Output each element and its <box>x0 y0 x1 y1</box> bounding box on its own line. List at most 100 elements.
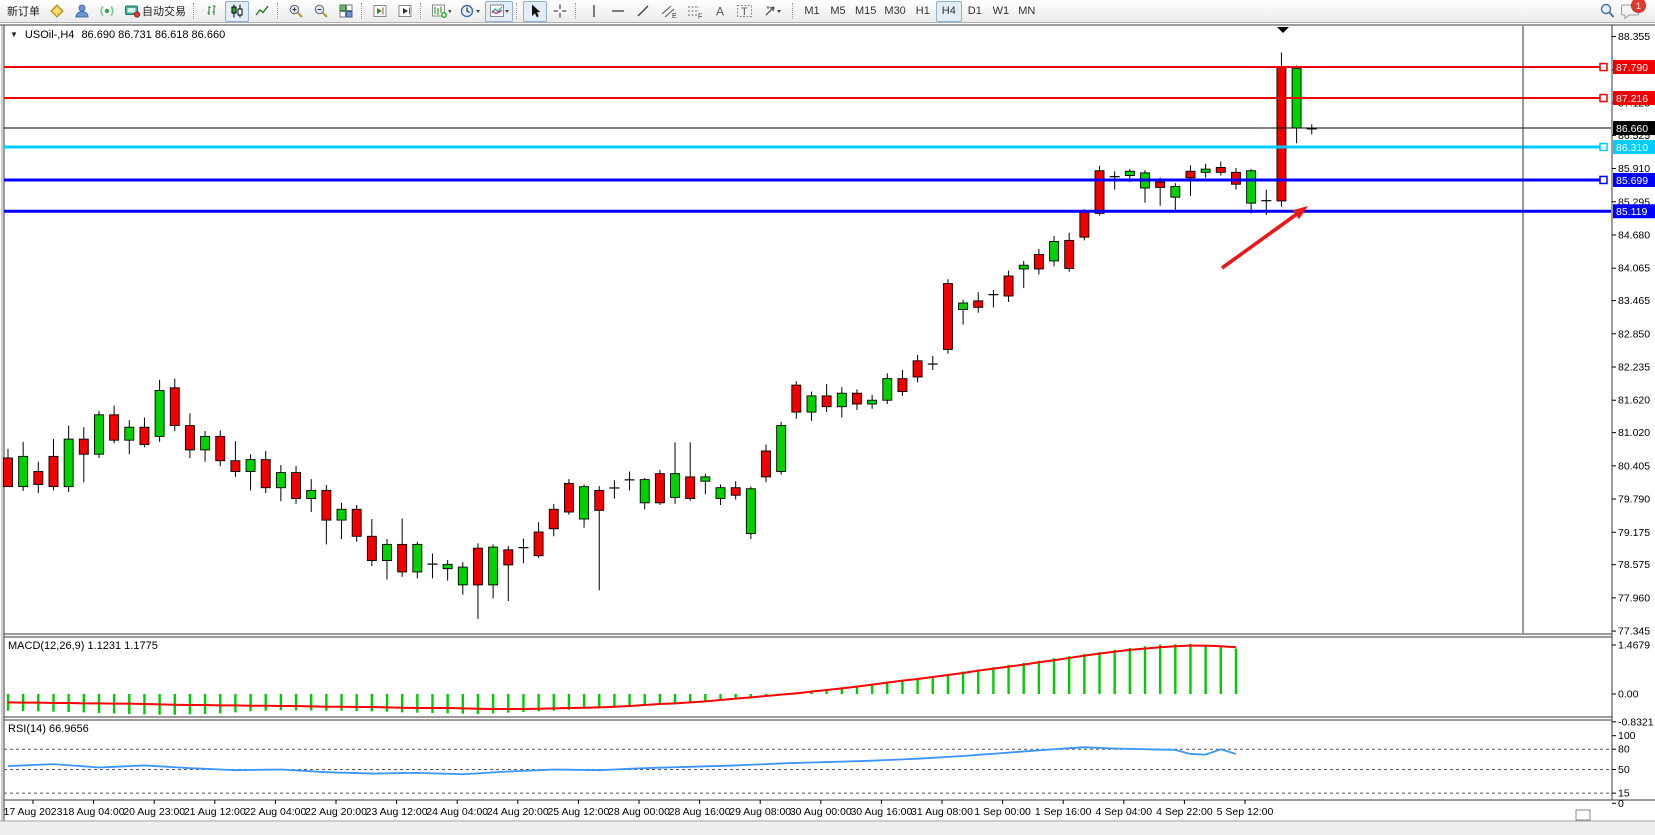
svg-text:24 Aug 04:00: 24 Aug 04:00 <box>426 806 488 818</box>
cursor-tool-button[interactable] <box>523 0 547 22</box>
svg-text:85.119: 85.119 <box>1616 206 1647 218</box>
channel-tool-button[interactable]: E <box>656 1 681 22</box>
svg-text:77.960: 77.960 <box>1618 592 1650 604</box>
toolbar-grip <box>792 3 796 19</box>
svg-text:84.680: 84.680 <box>1618 229 1650 241</box>
macd-label: MACD(12,26,9) 1.1231 1.1775 <box>8 640 158 652</box>
gold-diamond-icon <box>50 4 64 18</box>
svg-text:87.790: 87.790 <box>1616 62 1648 74</box>
svg-text:30 Aug 16:00: 30 Aug 16:00 <box>850 806 912 818</box>
search-icon <box>1600 3 1615 18</box>
svg-text:0: 0 <box>1618 798 1624 810</box>
svg-text:T: T <box>741 6 748 18</box>
auto-trading-button[interactable]: 自动交易 <box>120 1 190 22</box>
macd-pane <box>6 643 1238 715</box>
svg-text:82.850: 82.850 <box>1618 328 1650 340</box>
svg-text:21 Aug 12:00: 21 Aug 12:00 <box>184 806 246 818</box>
tf-w1[interactable]: W1 <box>988 1 1014 22</box>
new-chart-button[interactable] <box>427 1 455 22</box>
new-order-button[interactable]: 新订单 <box>3 1 44 22</box>
tf-m30[interactable]: M30 <box>880 1 909 22</box>
fibonacci-icon: F <box>688 6 702 19</box>
tf-m15[interactable]: M15 <box>851 1 880 22</box>
chart-canvas[interactable]: 88.35587.74087.12586.52585.91085.29584.6… <box>0 24 1655 835</box>
chart-shift-button[interactable] <box>393 1 417 22</box>
tile-windows-icon <box>339 4 353 18</box>
svg-text:17 Aug 2023: 17 Aug 2023 <box>4 806 63 818</box>
timeframes-clock-button[interactable] <box>456 1 484 22</box>
price-axis[interactable]: 88.35587.74087.12586.52585.91085.29584.6… <box>1612 31 1654 810</box>
chart-shift-marker[interactable] <box>1277 27 1289 33</box>
bar-chart-button[interactable] <box>200 1 224 22</box>
crosshair-tool-button[interactable] <box>548 1 572 22</box>
tf-h1[interactable]: H1 <box>910 1 936 22</box>
vertical-line-tool-button[interactable] <box>582 1 605 22</box>
svg-text:1 Sep 16:00: 1 Sep 16:00 <box>1035 806 1092 818</box>
svg-text:80.405: 80.405 <box>1618 460 1650 472</box>
new-chart-icon <box>432 4 451 18</box>
signal-icon <box>100 5 114 17</box>
text-tool-button[interactable]: A <box>708 1 731 22</box>
zoom-out-icon <box>314 4 328 18</box>
svg-text:29 Aug 08:00: 29 Aug 08:00 <box>729 806 791 818</box>
svg-text:84.065: 84.065 <box>1618 263 1650 275</box>
svg-text:22 Aug 20:00: 22 Aug 20:00 <box>305 806 367 818</box>
candlestick-icon <box>231 4 243 18</box>
svg-text:4 Sep 22:00: 4 Sep 22:00 <box>1156 806 1213 818</box>
svg-text:86.660: 86.660 <box>1616 123 1648 135</box>
svg-text:85.699: 85.699 <box>1616 175 1648 187</box>
auto-scroll-button[interactable] <box>368 1 392 22</box>
equidistant-channel-icon: E <box>661 5 677 19</box>
fibonacci-tool-button[interactable]: F <box>682 1 707 22</box>
signal-button[interactable] <box>95 1 119 22</box>
text-icon: A <box>716 5 724 19</box>
broker-button[interactable] <box>70 1 94 22</box>
toolbar-grip <box>575 3 579 19</box>
indicators-button[interactable] <box>485 0 513 22</box>
svg-text:1 Sep 00:00: 1 Sep 00:00 <box>974 806 1031 818</box>
hline-objects[interactable]: 87.790 87.216 86.310 85.699 85.119 <box>4 60 1655 219</box>
zoom-in-icon <box>289 4 303 18</box>
cursor-icon <box>532 4 541 18</box>
svg-text:81.620: 81.620 <box>1618 395 1650 407</box>
text-label-tool-button[interactable]: T <box>732 1 758 22</box>
candles-layer <box>3 52 1317 619</box>
horizontal-line-icon <box>612 10 624 12</box>
auto-trading-label: 自动交易 <box>142 6 186 18</box>
notifications-button[interactable]: 1 <box>1621 0 1646 20</box>
toolbar-grip <box>277 3 281 19</box>
zoom-out-button[interactable] <box>309 1 333 22</box>
zoom-in-button[interactable] <box>284 1 308 22</box>
line-chart-button[interactable] <box>250 1 274 22</box>
toolbar-grip <box>361 3 365 19</box>
tf-mn[interactable]: MN <box>1014 1 1040 22</box>
horizontal-line-tool-button[interactable] <box>606 1 630 22</box>
svg-text:A: A <box>716 5 724 19</box>
toolbar-grip <box>420 3 424 19</box>
svg-text:79.790: 79.790 <box>1618 494 1650 506</box>
collapse-arrow-icon[interactable]: ▼ <box>10 30 18 39</box>
tf-d1[interactable]: D1 <box>962 1 988 22</box>
candlestick-chart-button[interactable] <box>225 0 249 22</box>
tf-h4[interactable]: H4 <box>935 0 962 22</box>
svg-text:77.345: 77.345 <box>1618 626 1650 638</box>
tile-windows-button[interactable] <box>334 1 358 22</box>
trendline-icon <box>637 5 649 17</box>
vertical-line-icon <box>592 5 595 17</box>
indicator-chart-icon <box>490 4 509 17</box>
search-button[interactable] <box>1594 1 1620 22</box>
trendline-tool-button[interactable] <box>631 1 655 22</box>
text-label-icon: T <box>737 5 752 18</box>
tf-m5[interactable]: M5 <box>825 1 851 22</box>
svg-text:5 Sep 12:00: 5 Sep 12:00 <box>1217 806 1274 818</box>
svg-text:82.235: 82.235 <box>1618 362 1650 374</box>
arrow-annotation[interactable] <box>1220 206 1308 270</box>
svg-text:24 Aug 20:00: 24 Aug 20:00 <box>487 806 549 818</box>
svg-text:81.020: 81.020 <box>1618 427 1650 439</box>
tf-m1[interactable]: M1 <box>799 1 825 22</box>
market-watch-button[interactable] <box>45 1 69 22</box>
svg-text:31 Aug 08:00: 31 Aug 08:00 <box>911 806 973 818</box>
arrow-objects-button[interactable] <box>759 1 789 22</box>
